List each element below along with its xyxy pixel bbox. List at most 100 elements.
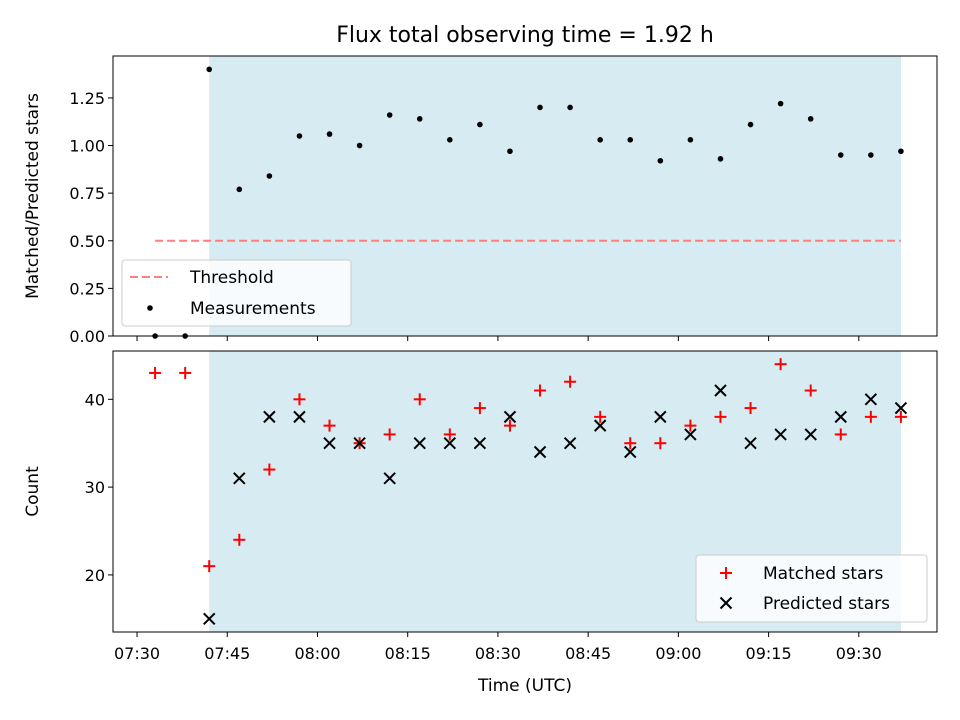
measurement-point <box>687 137 694 143</box>
figure-title: Flux total observing time = 1.92 h <box>336 23 714 48</box>
predicted-stars-point <box>864 393 878 406</box>
top-x-axis <box>136 336 860 341</box>
y-tick-label: 0.50 <box>69 232 105 251</box>
top-y-axis: 0.00 0.25 0.50 0.75 1.00 1.25 <box>69 89 113 346</box>
x-tick-label: 09:15 <box>746 644 792 663</box>
matched-stars-point <box>503 419 516 432</box>
y-tick-label: 30 <box>85 478 105 497</box>
predicted-stars-point <box>834 410 847 424</box>
matched-stars-point <box>293 393 306 406</box>
matched-stars-point <box>323 419 336 432</box>
predicted-stars-point <box>804 428 817 441</box>
legend-box <box>695 554 928 623</box>
bottom-y-axis-label: Count <box>23 466 43 517</box>
matched-stars-point <box>720 567 732 579</box>
measurement-point <box>507 148 513 155</box>
predicted-stars-point <box>323 436 336 450</box>
x-tick-label: 08:30 <box>475 644 521 663</box>
predicted-stars-point <box>233 472 246 485</box>
matched-stars-point <box>149 366 162 379</box>
measurement-point <box>447 137 453 143</box>
top-panel: 0.00 0.25 0.50 0.75 1.00 1.25 Matched/Predict… <box>23 55 938 346</box>
predicted-stars-point <box>744 436 757 450</box>
predicted-stars-point <box>719 596 733 610</box>
bottom-plot-area <box>149 358 908 626</box>
matched-stars-point <box>714 410 727 423</box>
bottom-panel: 20 30 40 07:30 07:45 08:00 08:15 08:30 08:45 09:… <box>23 350 938 696</box>
measurement-point <box>266 173 273 179</box>
matched-stars-point <box>594 410 607 423</box>
predicted-stars-point <box>263 410 276 424</box>
matched-stars-point <box>413 393 426 406</box>
matched-stars-point <box>534 384 547 397</box>
measurement-point <box>567 104 573 111</box>
x-axis-label: Time (UTC) <box>477 676 572 696</box>
matched-stars-point <box>383 428 396 441</box>
legend-box <box>121 259 352 327</box>
x-tick-label: 07:30 <box>114 644 160 663</box>
predicted-stars-point <box>533 445 547 459</box>
predicted-stars-point <box>684 428 697 441</box>
top-y-axis-label: Matched/Predicted stars <box>23 93 43 299</box>
predicted-stars-point <box>503 410 517 424</box>
legend-measurements-label: Measurements <box>190 299 316 319</box>
predicted-stars-point <box>714 384 727 397</box>
measurement-point <box>206 66 213 73</box>
measurement-point <box>627 137 634 143</box>
predicted-stars-point <box>624 445 637 459</box>
matched-stars-point <box>834 428 847 441</box>
measurement-point <box>326 131 333 137</box>
measurement-point <box>236 186 243 193</box>
predicted-stars-point <box>563 436 577 450</box>
measurement-point <box>898 148 904 155</box>
predicted-stars-point <box>293 410 306 424</box>
predicted-stars-point <box>203 612 216 626</box>
bottom-legend: Matched stars Predicted stars <box>695 554 928 623</box>
top-legend: Threshold Measurements <box>121 259 352 327</box>
matched-stars-point <box>443 428 456 441</box>
y-tick-label: 0.00 <box>69 327 105 346</box>
matched-stars-point <box>624 437 637 450</box>
y-tick-label: 1.25 <box>69 89 105 108</box>
y-tick-label: 20 <box>85 566 105 585</box>
matched-stars-point <box>804 384 817 397</box>
predicted-stars-point <box>473 436 487 450</box>
predicted-stars-point <box>654 410 667 424</box>
predicted-stars-point <box>593 419 607 432</box>
measurement-point <box>416 116 423 122</box>
measurement-point <box>777 100 784 107</box>
measurement-point <box>386 112 393 118</box>
x-tick-label: 08:15 <box>385 644 431 663</box>
matched-stars-point <box>654 437 667 450</box>
x-tick-label: 08:00 <box>294 644 340 663</box>
y-tick-label: 0.75 <box>69 184 105 203</box>
matched-stars-point <box>473 402 486 415</box>
top-plot-area <box>152 66 904 339</box>
measurement-point <box>747 121 754 128</box>
measurement-point <box>356 142 363 149</box>
measurement-point <box>657 157 664 164</box>
bottom-x-axis: 07:30 07:45 08:00 08:15 08:30 08:45 09:00 09:15… <box>114 632 882 663</box>
measurement-point <box>597 137 603 143</box>
measurement-point <box>807 116 814 122</box>
matched-stars-point <box>864 410 877 423</box>
legend-matched-label: Matched stars <box>763 564 883 584</box>
matched-stars-point <box>774 358 787 371</box>
matched-stars-point <box>684 419 697 432</box>
matched-stars-point <box>894 410 907 423</box>
predicted-stars-point <box>383 472 396 485</box>
measurement-point <box>717 156 724 162</box>
bottom-y-axis: 20 30 40 <box>85 390 113 585</box>
legend-measurements-swatch <box>147 305 153 311</box>
measurement-point <box>537 104 543 111</box>
y-tick-label: 0.25 <box>69 279 105 298</box>
x-tick-label: 09:00 <box>655 644 701 663</box>
predicted-stars-point <box>443 436 457 450</box>
measurement-point <box>296 133 303 139</box>
matched-stars-point <box>263 463 276 476</box>
x-tick-label: 07:45 <box>204 644 250 663</box>
matched-stars-point <box>179 366 192 379</box>
top-axes-frame <box>112 55 938 337</box>
matched-stars-point <box>564 375 577 388</box>
